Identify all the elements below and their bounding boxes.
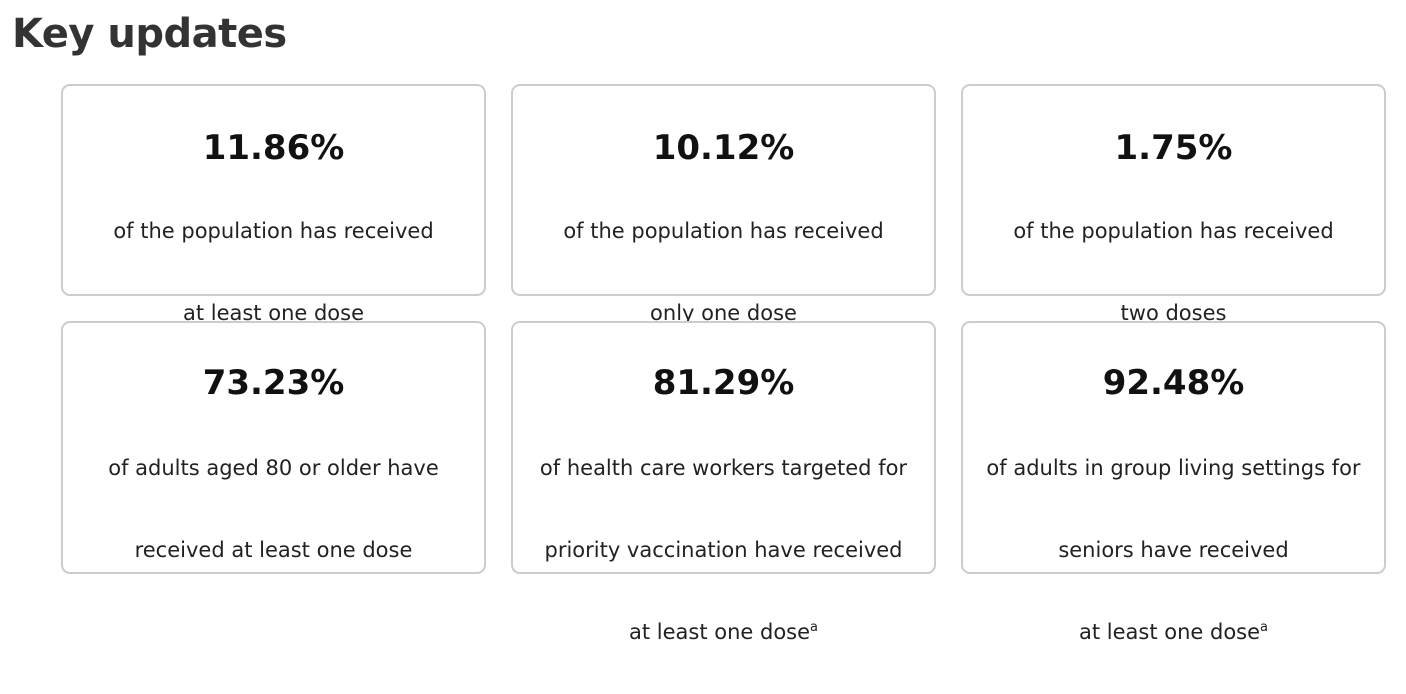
stat-value: 81.29% <box>652 363 795 403</box>
stat-value: 10.12% <box>652 128 795 168</box>
footnote-marker: a <box>1260 620 1268 635</box>
stat-card-two-doses: 1.75% of the population has received two… <box>961 84 1386 325</box>
stat-description-line: of health care workers targeted for <box>539 456 908 480</box>
stat-description-line: at least one dosea <box>525 612 922 653</box>
stat-description: of adults in group living settings for s… <box>963 407 1384 694</box>
footnote-marker: a <box>810 620 818 635</box>
stat-card-health-care-workers: 81.29% of health care workers targeted f… <box>511 321 936 644</box>
stat-value: 1.75% <box>1114 128 1233 168</box>
stat-description: of adults aged 80 or older have received… <box>63 407 484 612</box>
stat-description: of the population has received two doses <box>963 170 1384 375</box>
stat-card-at-least-one-dose: 11.86% of the population has received at… <box>61 84 486 325</box>
stat-value: 73.23% <box>202 363 345 403</box>
stat-description-line: of the population has received <box>113 219 434 243</box>
stat-description-line: of adults in group living settings for <box>986 456 1361 480</box>
stat-card-adults-80-plus: 73.23% of adults aged 80 or older have r… <box>61 321 486 574</box>
stat-value: 92.48% <box>1102 363 1245 403</box>
stat-description-text: at least one dose <box>1078 620 1261 644</box>
stat-card-group-living-seniors: 92.48% of adults in group living setting… <box>961 321 1386 644</box>
stat-value: 11.86% <box>202 128 345 168</box>
stat-description-line: of the population has received <box>563 219 884 243</box>
stat-description-line: of adults aged 80 or older have <box>108 456 439 480</box>
stat-card-only-one-dose: 10.12% of the population has received on… <box>511 84 936 325</box>
stat-description-line: seniors have received <box>1058 538 1289 562</box>
stat-description-line: received at least one dose <box>134 538 413 562</box>
stat-description: of health care workers targeted for prio… <box>513 407 934 694</box>
page-title: Key updates <box>12 11 287 57</box>
stat-description-line: of the population has received <box>1013 219 1334 243</box>
stat-description-text: at least one dose <box>628 620 811 644</box>
stat-description-line: priority vaccination have received <box>544 538 903 562</box>
stat-description-line: at least one dosea <box>975 612 1372 653</box>
stat-description: of the population has received at least … <box>63 170 484 375</box>
